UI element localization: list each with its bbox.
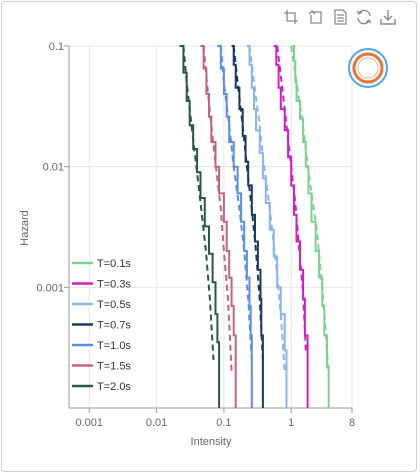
legend-label: T=0.5s — [97, 299, 131, 311]
series-line — [200, 45, 237, 408]
series-0 — [290, 45, 330, 408]
legend-label: T=2.0s — [97, 381, 131, 393]
series-line — [179, 45, 221, 408]
legend-item: T=0.5s — [72, 299, 131, 311]
series-line — [273, 45, 309, 408]
zoom-reset-icon[interactable] — [307, 8, 325, 26]
x-tick-label: 0.001 — [75, 417, 103, 429]
legend-item: T=0.1s — [72, 258, 131, 270]
legend-label: T=0.1s — [97, 258, 131, 270]
legend-label: T=1.5s — [97, 361, 131, 373]
legend-item: T=2.0s — [72, 381, 131, 393]
legend-item: T=1.5s — [72, 361, 131, 373]
legend-label: T=0.7s — [97, 320, 131, 332]
chart-toolbar — [280, 8, 412, 28]
data-view-icon[interactable] — [331, 8, 349, 26]
x-tick-label: 0.1 — [216, 417, 231, 429]
series-line — [292, 45, 330, 408]
series-3 — [231, 45, 264, 408]
legend: T=0.1s T=0.3s T=0.5s T=0.7s T=1.0s T=1.5s T=2.… — [72, 258, 131, 393]
series-lines — [179, 45, 330, 408]
x-axis-label: Intensity — [191, 436, 232, 448]
y-tick-label: 0.001 — [36, 282, 64, 294]
x-tick-label: 0.01 — [146, 417, 167, 429]
legend-item: T=0.3s — [72, 279, 131, 291]
y-tick-label: 0.1 — [49, 41, 64, 53]
grid-lines — [69, 45, 353, 408]
series-2 — [246, 45, 288, 408]
series-fit-line — [248, 45, 286, 372]
legend-label: T=0.3s — [97, 279, 131, 291]
series-6 — [179, 45, 221, 408]
y-axis-label: Hazard — [19, 210, 31, 245]
axes: 0.001 0.01 0.1 1 8 0.001 0.01 0.1 — [36, 41, 355, 429]
zoom-icon[interactable] — [282, 8, 300, 26]
series-line — [246, 45, 288, 408]
series-fit-line — [232, 45, 264, 361]
series-line — [217, 45, 253, 408]
y-tick-label: 0.01 — [43, 162, 64, 174]
legend-label: T=1.0s — [97, 340, 131, 352]
series-line — [231, 45, 264, 408]
brand-logo-icon — [348, 48, 388, 88]
series-5 — [200, 45, 237, 408]
download-icon[interactable] — [379, 8, 397, 26]
series-4 — [217, 45, 253, 408]
legend-item: T=0.7s — [72, 320, 131, 332]
series-1 — [273, 45, 309, 408]
x-tick-label: 8 — [349, 417, 355, 429]
legend-item: T=1.0s — [72, 340, 131, 352]
x-tick-label: 1 — [288, 417, 294, 429]
restore-icon[interactable] — [355, 8, 373, 26]
